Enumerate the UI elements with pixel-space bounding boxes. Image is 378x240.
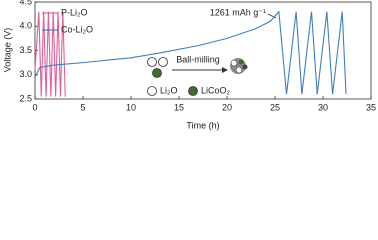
legend-label: P-Li₂O xyxy=(61,7,88,17)
x-tick-label: 20 xyxy=(222,102,232,112)
milled-blob xyxy=(230,58,248,74)
x-tick-label: 30 xyxy=(318,102,328,112)
x-axis-label: Time (h) xyxy=(186,120,219,130)
series-line xyxy=(34,10,347,95)
process-label: Ball-milling xyxy=(176,54,220,64)
y-tick-label: 4.0 xyxy=(19,21,32,31)
blob-dot xyxy=(235,66,243,74)
key-label: Li₂O xyxy=(160,85,178,95)
y-tick-label: 3.5 xyxy=(19,45,32,55)
key-marker xyxy=(188,86,198,96)
particle xyxy=(158,57,168,67)
x-tick-label: 10 xyxy=(126,102,136,112)
x-tick-label: 25 xyxy=(270,102,280,112)
blob-dot xyxy=(238,59,244,65)
y-tick-label: 3.0 xyxy=(19,69,32,79)
key-label: LiCoO₂ xyxy=(201,85,231,95)
particle xyxy=(147,57,157,67)
annotation-arrow xyxy=(267,13,277,19)
chart: Time (h) Voltage (V) Ball-milling Li₂O L… xyxy=(2,0,376,130)
particle xyxy=(152,68,162,78)
series-line xyxy=(34,11,66,97)
inset: Ball-milling Li₂O LiCoO₂ xyxy=(147,54,248,96)
y-tick-label: 2.5 xyxy=(19,93,32,103)
y-tick-label: 4.5 xyxy=(19,0,32,6)
blob-dot xyxy=(230,59,238,67)
x-tick-label: 0 xyxy=(32,102,37,112)
capacity-annotation: 1261 mAh g⁻¹ xyxy=(210,7,266,17)
x-tick-label: 35 xyxy=(366,102,376,112)
arrow-head xyxy=(222,67,228,73)
legend-label: Co-Li₂O xyxy=(61,24,93,34)
key-marker xyxy=(147,86,157,96)
x-tick-label: 5 xyxy=(80,102,85,112)
blob-dot xyxy=(242,64,248,70)
y-axis-label: Voltage (V) xyxy=(2,28,12,73)
x-tick-label: 15 xyxy=(174,102,184,112)
